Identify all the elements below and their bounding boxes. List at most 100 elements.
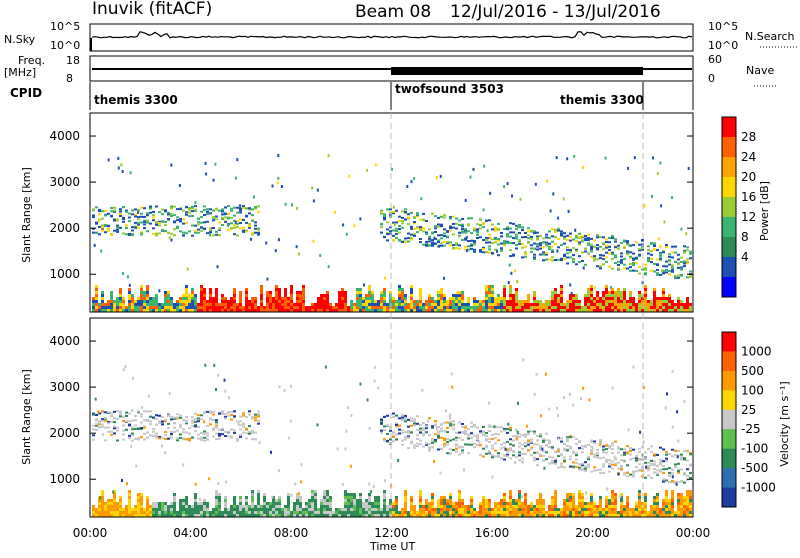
velocity-cell-2166 — [668, 452, 671, 455]
velocity-cell-801 — [515, 499, 518, 502]
power-cell-26 — [104, 303, 107, 306]
power-cell-970 — [608, 300, 611, 303]
power-cell-346 — [275, 291, 278, 294]
velocity-cell-2238 — [122, 368, 125, 372]
power-cell-61 — [125, 306, 128, 309]
power-cell-1225 — [140, 231, 143, 234]
power-cell-589 — [404, 297, 407, 300]
velocity-cell-1966 — [584, 465, 587, 468]
power-cell-534 — [380, 309, 383, 312]
velocity-cell-205 — [203, 508, 206, 511]
velocity-cell-210 — [206, 511, 209, 514]
velocity-cell-457 — [338, 514, 341, 517]
power-cell-1215 — [137, 218, 140, 221]
velocity-cell-1595 — [425, 443, 428, 446]
power-cell-937 — [593, 300, 596, 303]
power-cell-298 — [251, 309, 254, 312]
power-cell-827 — [533, 300, 536, 303]
power-cell-183 — [188, 294, 191, 297]
power-cell-2051 — [632, 264, 635, 267]
velocity-cell-903 — [569, 502, 572, 505]
velocity-cell-1381 — [203, 433, 206, 436]
power-cell-1329 — [194, 209, 197, 212]
power-cell-2197 — [204, 161, 207, 165]
power-cell-1622 — [449, 244, 452, 247]
velocity-cell-1549 — [404, 417, 407, 420]
power-cell-287 — [245, 306, 248, 309]
power-cell-368 — [284, 291, 287, 294]
power-cell-1975 — [599, 265, 602, 268]
power-cell-1067 — [653, 291, 656, 294]
velocity-cell-896 — [566, 499, 569, 502]
power-cell-622 — [425, 309, 428, 312]
power-cell-752 — [494, 306, 497, 309]
velocity-cell-1949 — [575, 442, 578, 445]
velocity-cell-1658 — [452, 449, 455, 451]
power-cell-1570 — [425, 220, 428, 222]
velocity-cell-828 — [530, 514, 533, 517]
velocity-cell-1737 — [485, 439, 488, 442]
power-cell-420 — [317, 309, 320, 312]
velocity-cell-637 — [431, 508, 434, 511]
velocity-cell-1147 — [689, 508, 692, 511]
velocity-cell-221 — [215, 508, 218, 511]
power-cell-1743 — [500, 249, 503, 252]
velocity-cell-1131 — [683, 508, 686, 511]
velocity-cell-2247 — [215, 388, 217, 391]
velocity-cell-3 — [92, 505, 95, 508]
velocity-cell-913 — [572, 496, 575, 499]
velocity-cell-1846 — [530, 447, 533, 450]
power-cell-1461 — [380, 209, 383, 212]
velocity-cell-992 — [611, 496, 614, 499]
power-cell-1388 — [221, 210, 224, 213]
power-cell-100 — [143, 291, 146, 294]
velocity-cell-1711 — [473, 446, 476, 449]
power-colorbar-tick-4: 12 — [741, 210, 756, 224]
velocity-cell-702 — [461, 505, 464, 508]
velocity-cell-1197 — [113, 427, 116, 430]
power-cell-1490 — [392, 234, 395, 237]
velocity-cell-256 — [233, 502, 236, 505]
velocity-cell-1238 — [134, 415, 137, 417]
velocity-cell-1589 — [422, 432, 425, 435]
power-cell-1706 — [485, 239, 488, 241]
velocity-cell-1255 — [140, 436, 143, 439]
power-cell-567 — [395, 300, 398, 303]
power-cell-1702 — [482, 222, 485, 224]
velocity-cell-41 — [113, 511, 116, 514]
velocity-cell-476 — [347, 502, 350, 505]
power-cell-398 — [299, 297, 302, 300]
power-cell-1088 — [665, 306, 668, 309]
velocity-cell-238 — [224, 514, 227, 517]
power-cell-1996 — [608, 249, 611, 252]
power-cell-1252 — [155, 234, 158, 237]
power-cell-2123 — [662, 271, 665, 274]
velocity-cell-454 — [335, 514, 338, 517]
velocity-cell-1164 — [95, 418, 98, 421]
velocity-cell-624 — [425, 514, 428, 517]
power-cell-1032 — [638, 306, 641, 309]
power-cell-33 — [110, 303, 113, 306]
velocity-cell-2019 — [605, 451, 608, 454]
power-cell-755 — [494, 297, 497, 300]
velocity-cell-123 — [155, 502, 158, 505]
velocity-cell-690 — [458, 514, 461, 517]
power-cell-604 — [413, 306, 416, 309]
power-cell-1058 — [650, 306, 653, 309]
velocity-cell-785 — [509, 502, 512, 505]
power-cell-1890 — [563, 258, 566, 261]
velocity-cell-1322 — [176, 439, 179, 442]
velocity-cell-985 — [608, 499, 611, 502]
velocity-cell-925 — [578, 496, 581, 499]
power-cell-1001 — [620, 297, 623, 300]
power-cell-1555 — [419, 218, 422, 221]
power-cell-136 — [164, 297, 167, 300]
velocity-cell-1441 — [233, 431, 236, 434]
freq-tick-bottom: 8 — [66, 72, 73, 85]
power-cell-318 — [260, 285, 263, 288]
power-cell-106 — [146, 294, 149, 297]
power-cell-1987 — [605, 256, 608, 259]
velocity-cell-1110 — [671, 490, 674, 493]
velocity-cell-491 — [353, 505, 356, 508]
velocity-cell-1647 — [446, 443, 449, 446]
